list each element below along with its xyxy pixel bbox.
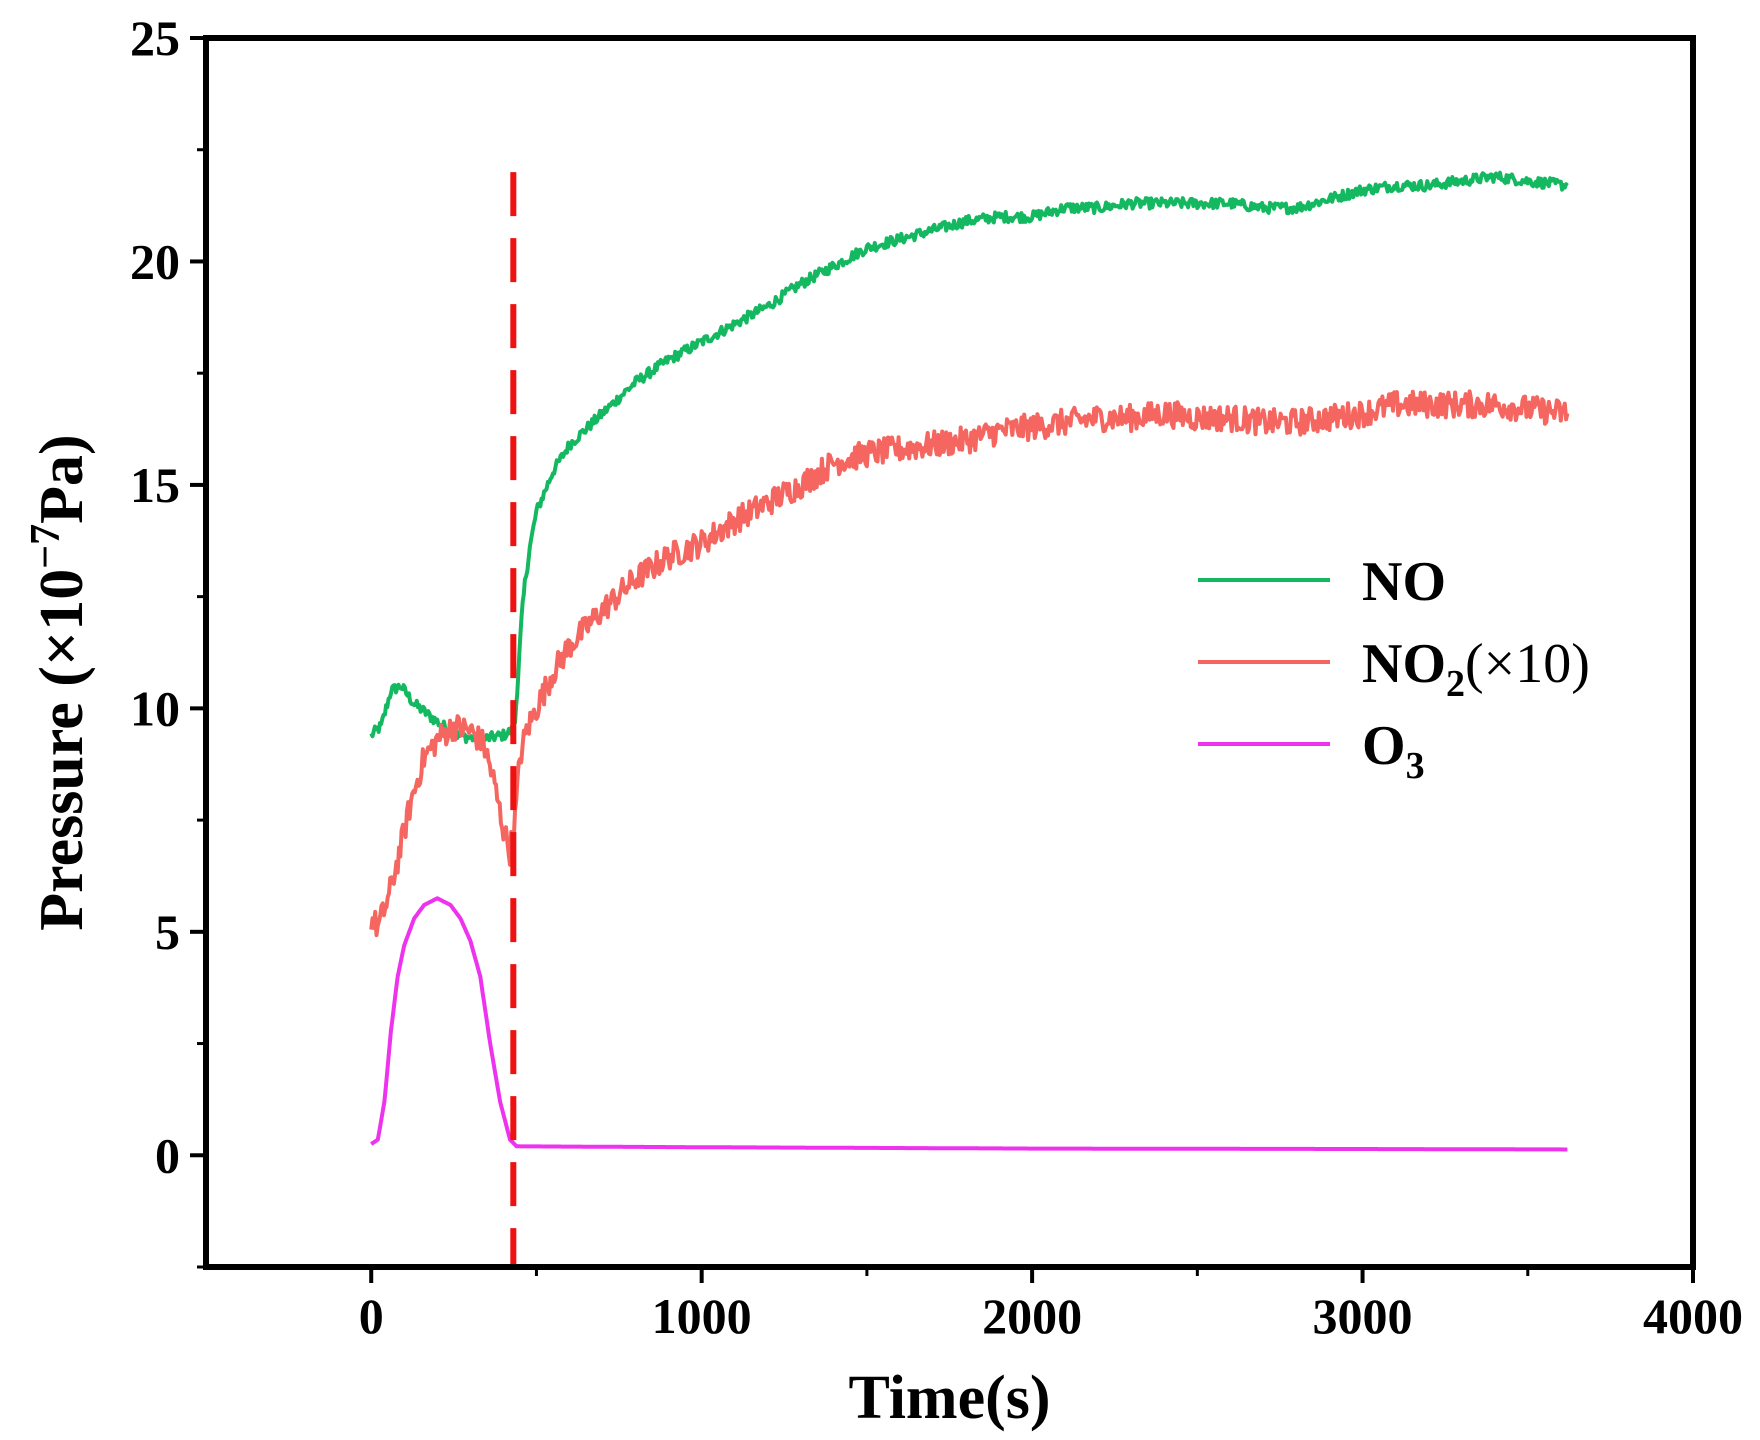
ticks-layer <box>190 36 1695 1283</box>
legend-label-main: NO <box>1362 551 1446 613</box>
y-tick-label: 15 <box>130 457 180 513</box>
x-tick-label: 2000 <box>982 1288 1082 1344</box>
legend-item-3: O3 <box>1198 715 1425 787</box>
series-line-2 <box>369 389 1570 938</box>
y-tick-label: 0 <box>155 1127 180 1183</box>
x-tick-label: 3000 <box>1313 1288 1413 1344</box>
y-axis-title-exponent: −7 <box>23 524 69 569</box>
y-tick-label: 5 <box>155 904 180 960</box>
legend-label: O3 <box>1362 715 1425 787</box>
labels-layer: 0 1000 2000 3000 4000 0 5 10 15 20 25 <box>130 10 1743 1344</box>
y-tick-label: 10 <box>130 680 180 736</box>
x-tick-label: 0 <box>359 1288 384 1344</box>
y-axis-title-suffix: Pa) <box>28 434 96 524</box>
y-tick-label: 20 <box>130 233 180 289</box>
legend-item-2: NO2(×10) <box>1198 633 1590 705</box>
legend-label: NO <box>1362 551 1446 613</box>
legend-item-1: NO <box>1198 551 1446 613</box>
legend-label-suffix: (×10) <box>1465 633 1590 695</box>
y-axis-title-prefix: Pressure (×10 <box>28 569 96 931</box>
y-tick-label: 25 <box>130 10 180 66</box>
series-line-3 <box>370 896 1569 1152</box>
legend-label-main: O <box>1362 715 1406 777</box>
legend-label: NO2(×10) <box>1362 633 1590 705</box>
x-tick-label: 4000 <box>1643 1288 1743 1344</box>
x-tick-label: 1000 <box>652 1288 752 1344</box>
y-axis-title: Pressure (×10−7Pa) <box>23 434 96 930</box>
legend-label-main: NO <box>1362 633 1446 695</box>
x-axis-title: Time(s) <box>848 1364 1050 1432</box>
plot-frame <box>203 35 1696 1270</box>
legend-label-subscript: 3 <box>1406 745 1425 787</box>
legend-label-subscript: 2 <box>1446 663 1465 705</box>
series-layer <box>369 170 1570 1152</box>
series-line-1 <box>369 170 1569 747</box>
